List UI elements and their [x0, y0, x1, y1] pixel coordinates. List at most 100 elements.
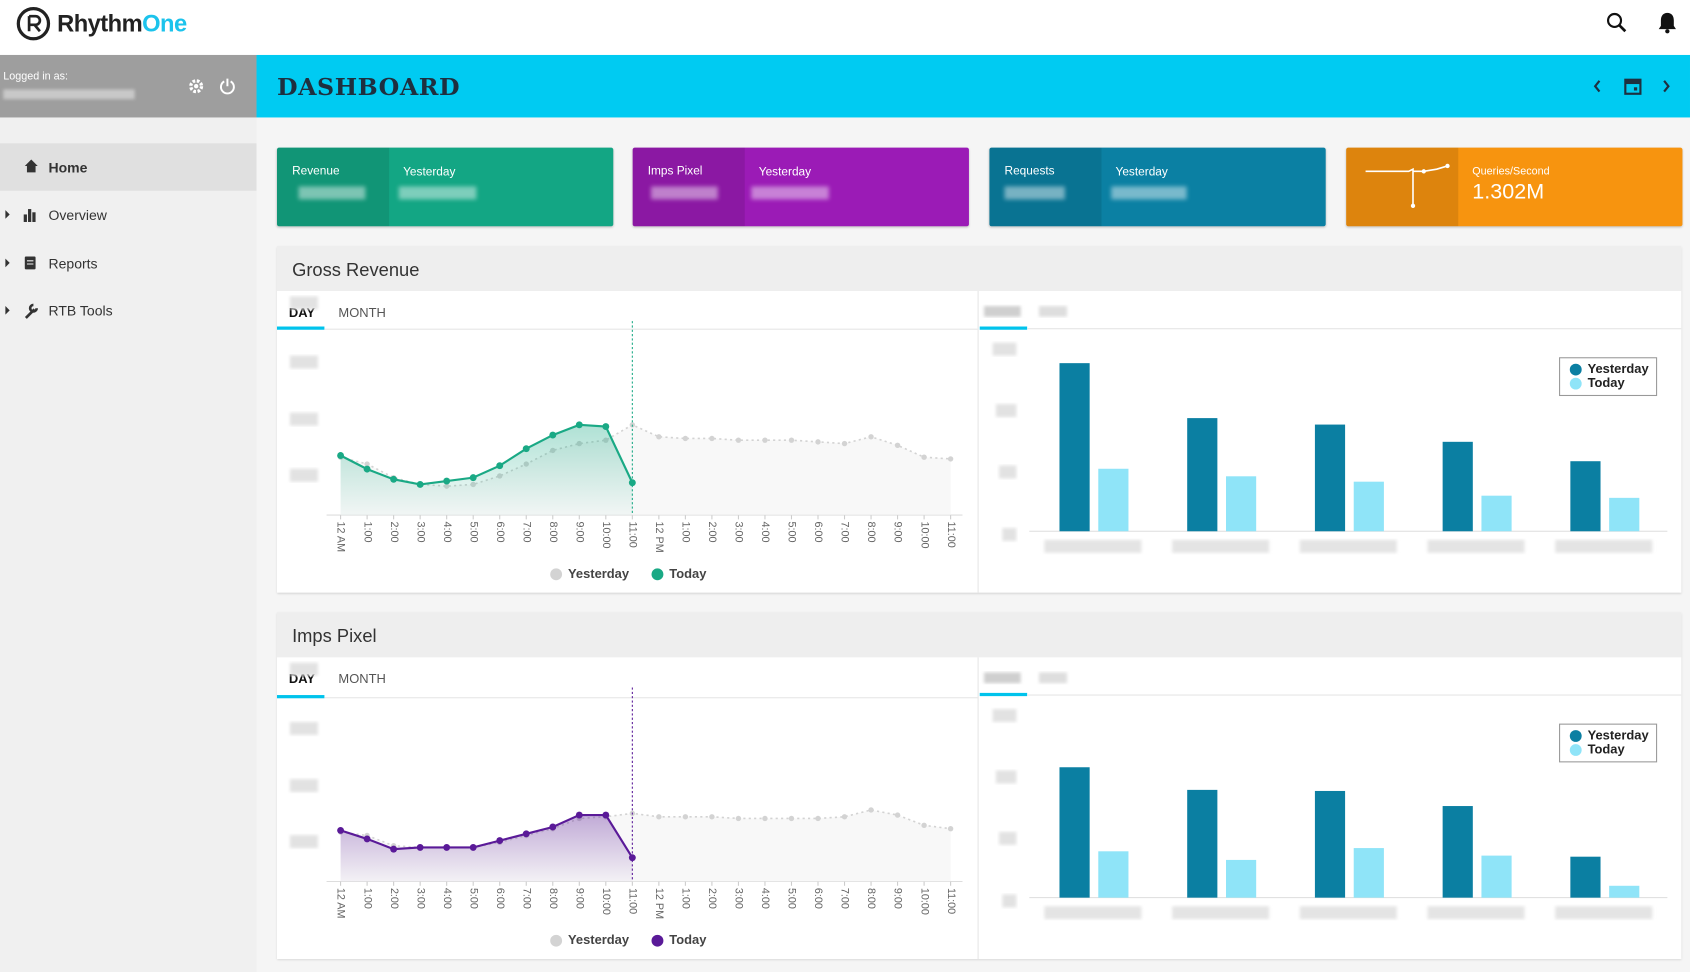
bar — [1609, 885, 1640, 898]
power-icon[interactable] — [219, 78, 236, 95]
bar — [1609, 497, 1640, 532]
x-tick-label: 10:00 — [918, 522, 930, 549]
sidebar: Logged in as: Home Overview Reports RTB … — [0, 54, 257, 972]
settings-icon[interactable] — [188, 78, 205, 95]
panel-title: Imps Pixel — [292, 626, 377, 647]
tab-indicator — [276, 326, 325, 330]
bar — [1225, 476, 1257, 532]
legend-swatch — [1569, 363, 1582, 376]
kpi-label: Imps Pixel — [647, 164, 703, 178]
y-label-blurred — [289, 468, 318, 482]
point — [416, 480, 424, 488]
tab-blurred — [1038, 306, 1068, 317]
nav-home[interactable]: Home — [0, 143, 257, 191]
bar — [1442, 441, 1473, 532]
y-label-blurred — [999, 465, 1017, 479]
x-tick-label: 9:00 — [892, 888, 904, 909]
line-chart: 12 AM 1:00 2:00 3:00 4:00 5:00 6:00 7:00 8:00 9:0… — [289, 662, 963, 947]
point — [947, 456, 954, 462]
point — [709, 814, 715, 820]
bell-icon[interactable] — [1657, 11, 1679, 35]
point — [735, 815, 742, 822]
point — [363, 465, 371, 473]
bar — [1570, 461, 1601, 532]
x-label-blurred — [1555, 906, 1653, 920]
series-area — [340, 424, 633, 516]
point — [469, 474, 477, 482]
legend-swatch — [1569, 377, 1582, 390]
x-tick-label: 2:00 — [706, 522, 718, 543]
y-label-blurred — [289, 296, 318, 310]
bar — [1314, 424, 1346, 532]
x-label-blurred — [1044, 539, 1142, 553]
point — [469, 843, 477, 851]
tab[interactable]: MONTH — [338, 304, 386, 321]
bar — [1353, 848, 1384, 898]
top-bar: RhythmOne — [0, 0, 1690, 55]
nav-rtb-tools[interactable]: RTB Tools — [0, 287, 257, 334]
x-tick-label: 2:00 — [388, 888, 400, 909]
logo-left: Rhythm — [57, 9, 143, 37]
tab-blurred — [1038, 672, 1068, 684]
nav-overview[interactable]: Overview — [0, 191, 257, 238]
y-label-blurred — [1002, 528, 1017, 541]
point — [575, 811, 583, 819]
kpi-card[interactable]: Imps Pixel Yesterday — [632, 147, 969, 227]
y-label-blurred — [289, 662, 318, 676]
x-tick-label: 4:00 — [759, 522, 771, 543]
legend-label: Yesterday — [1588, 361, 1650, 376]
point — [709, 435, 715, 442]
home-icon — [24, 159, 38, 173]
legend-label: Today — [1588, 375, 1626, 390]
point — [337, 826, 345, 834]
x-tick-label: 3:00 — [733, 522, 745, 543]
point — [602, 811, 610, 819]
tab[interactable]: MONTH — [338, 671, 386, 687]
kpi-label: Revenue — [292, 164, 340, 178]
nav-reports[interactable]: Reports — [0, 239, 257, 286]
y-label-blurred — [1002, 894, 1017, 908]
line-chart: 12 AM 1:00 2:00 3:00 4:00 5:00 6:00 7:00 8:00 9:0… — [289, 296, 963, 581]
x-tick-label: 12 PM — [653, 522, 665, 553]
point — [364, 461, 370, 467]
x-tick-label: 11:00 — [945, 522, 957, 548]
point — [656, 814, 662, 820]
x-label-blurred — [1427, 906, 1525, 920]
date-controls[interactable] — [1591, 77, 1677, 96]
x-tick-label: 5:00 — [467, 888, 479, 909]
bar — [1225, 859, 1257, 898]
series-line — [340, 423, 951, 487]
x-tick-label: 3:00 — [414, 522, 426, 543]
point — [337, 452, 345, 459]
tools-icon — [5, 303, 38, 319]
point — [522, 445, 530, 453]
search-icon[interactable] — [1606, 12, 1628, 34]
x-tick-label: 9:00 — [573, 888, 585, 909]
point — [788, 437, 795, 443]
point — [815, 439, 821, 445]
kpi-card[interactable]: Requests Yesterday — [989, 147, 1326, 227]
kpi-period: Yesterday — [758, 165, 812, 179]
point — [762, 815, 768, 822]
chart-panel: Gross Revenue DAY MONTH 12 AM 1:00 2:00 3:0… — [276, 245, 1682, 593]
x-label-blurred — [1427, 539, 1525, 553]
legend-label: Today — [1588, 741, 1626, 756]
user-box: Logged in as: — [0, 54, 257, 118]
x-tick-label: 1:00 — [361, 888, 373, 909]
x-tick-label: 1:00 — [361, 522, 373, 543]
bar — [1187, 789, 1218, 898]
logo-right: One — [142, 9, 187, 37]
legend-label: Yesterday — [1588, 727, 1650, 742]
x-tick-label: 9:00 — [892, 522, 904, 543]
bar — [1481, 855, 1512, 898]
x-tick-label: 10:00 — [600, 888, 612, 915]
point — [390, 845, 398, 853]
sparkline-icon — [1365, 163, 1450, 208]
x-tick-label: 6:00 — [494, 522, 506, 543]
nav-label: Overview — [48, 206, 107, 224]
kpi-card[interactable]: Revenue Yesterday — [276, 147, 614, 227]
x-tick-label: 12 PM — [653, 888, 665, 919]
x-tick-label: 4:00 — [441, 522, 453, 543]
kpi-card[interactable]: Queries/Second 1.302M — [1346, 147, 1683, 227]
